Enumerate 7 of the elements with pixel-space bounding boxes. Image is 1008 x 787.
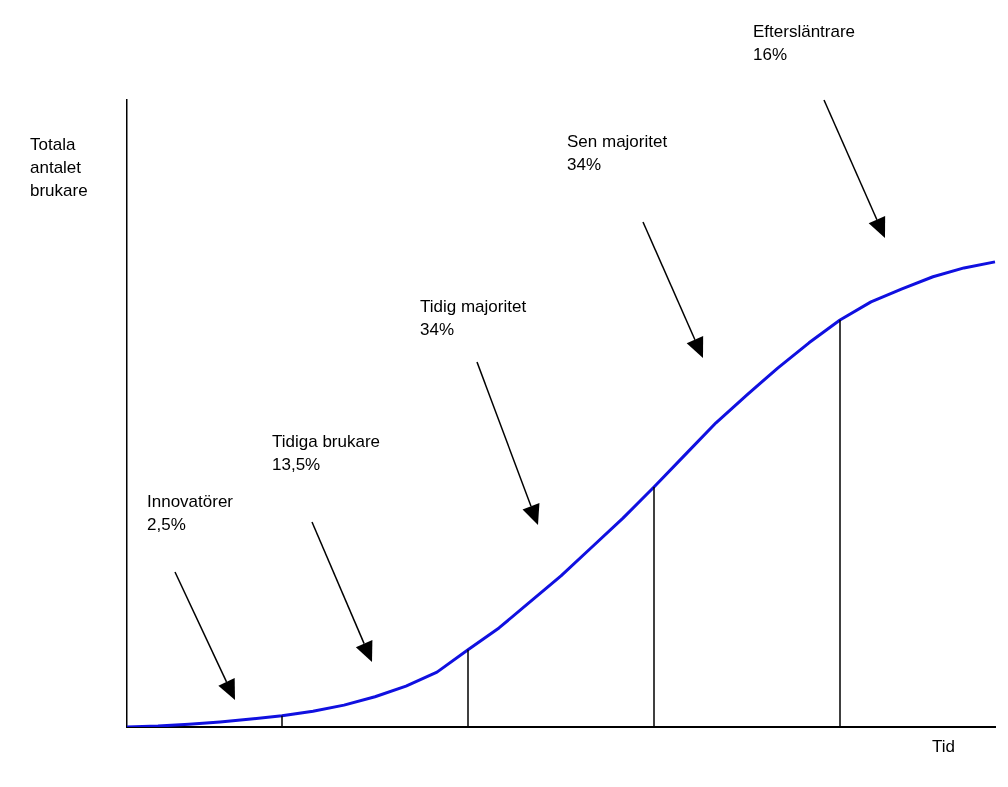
text: Eftersläntrare 16% (753, 21, 856, 66)
x-axis-title: Tid (932, 736, 955, 758)
annotation: Innovatörer 2,5% (147, 491, 233, 536)
text: Sen majoritet 34% (567, 131, 668, 176)
annotation: Tidiga brukare 13,5% (272, 431, 381, 476)
annotation: Tidig majoritet 34% (420, 296, 527, 341)
y-axis-title: Totala antalet brukare (30, 134, 88, 202)
